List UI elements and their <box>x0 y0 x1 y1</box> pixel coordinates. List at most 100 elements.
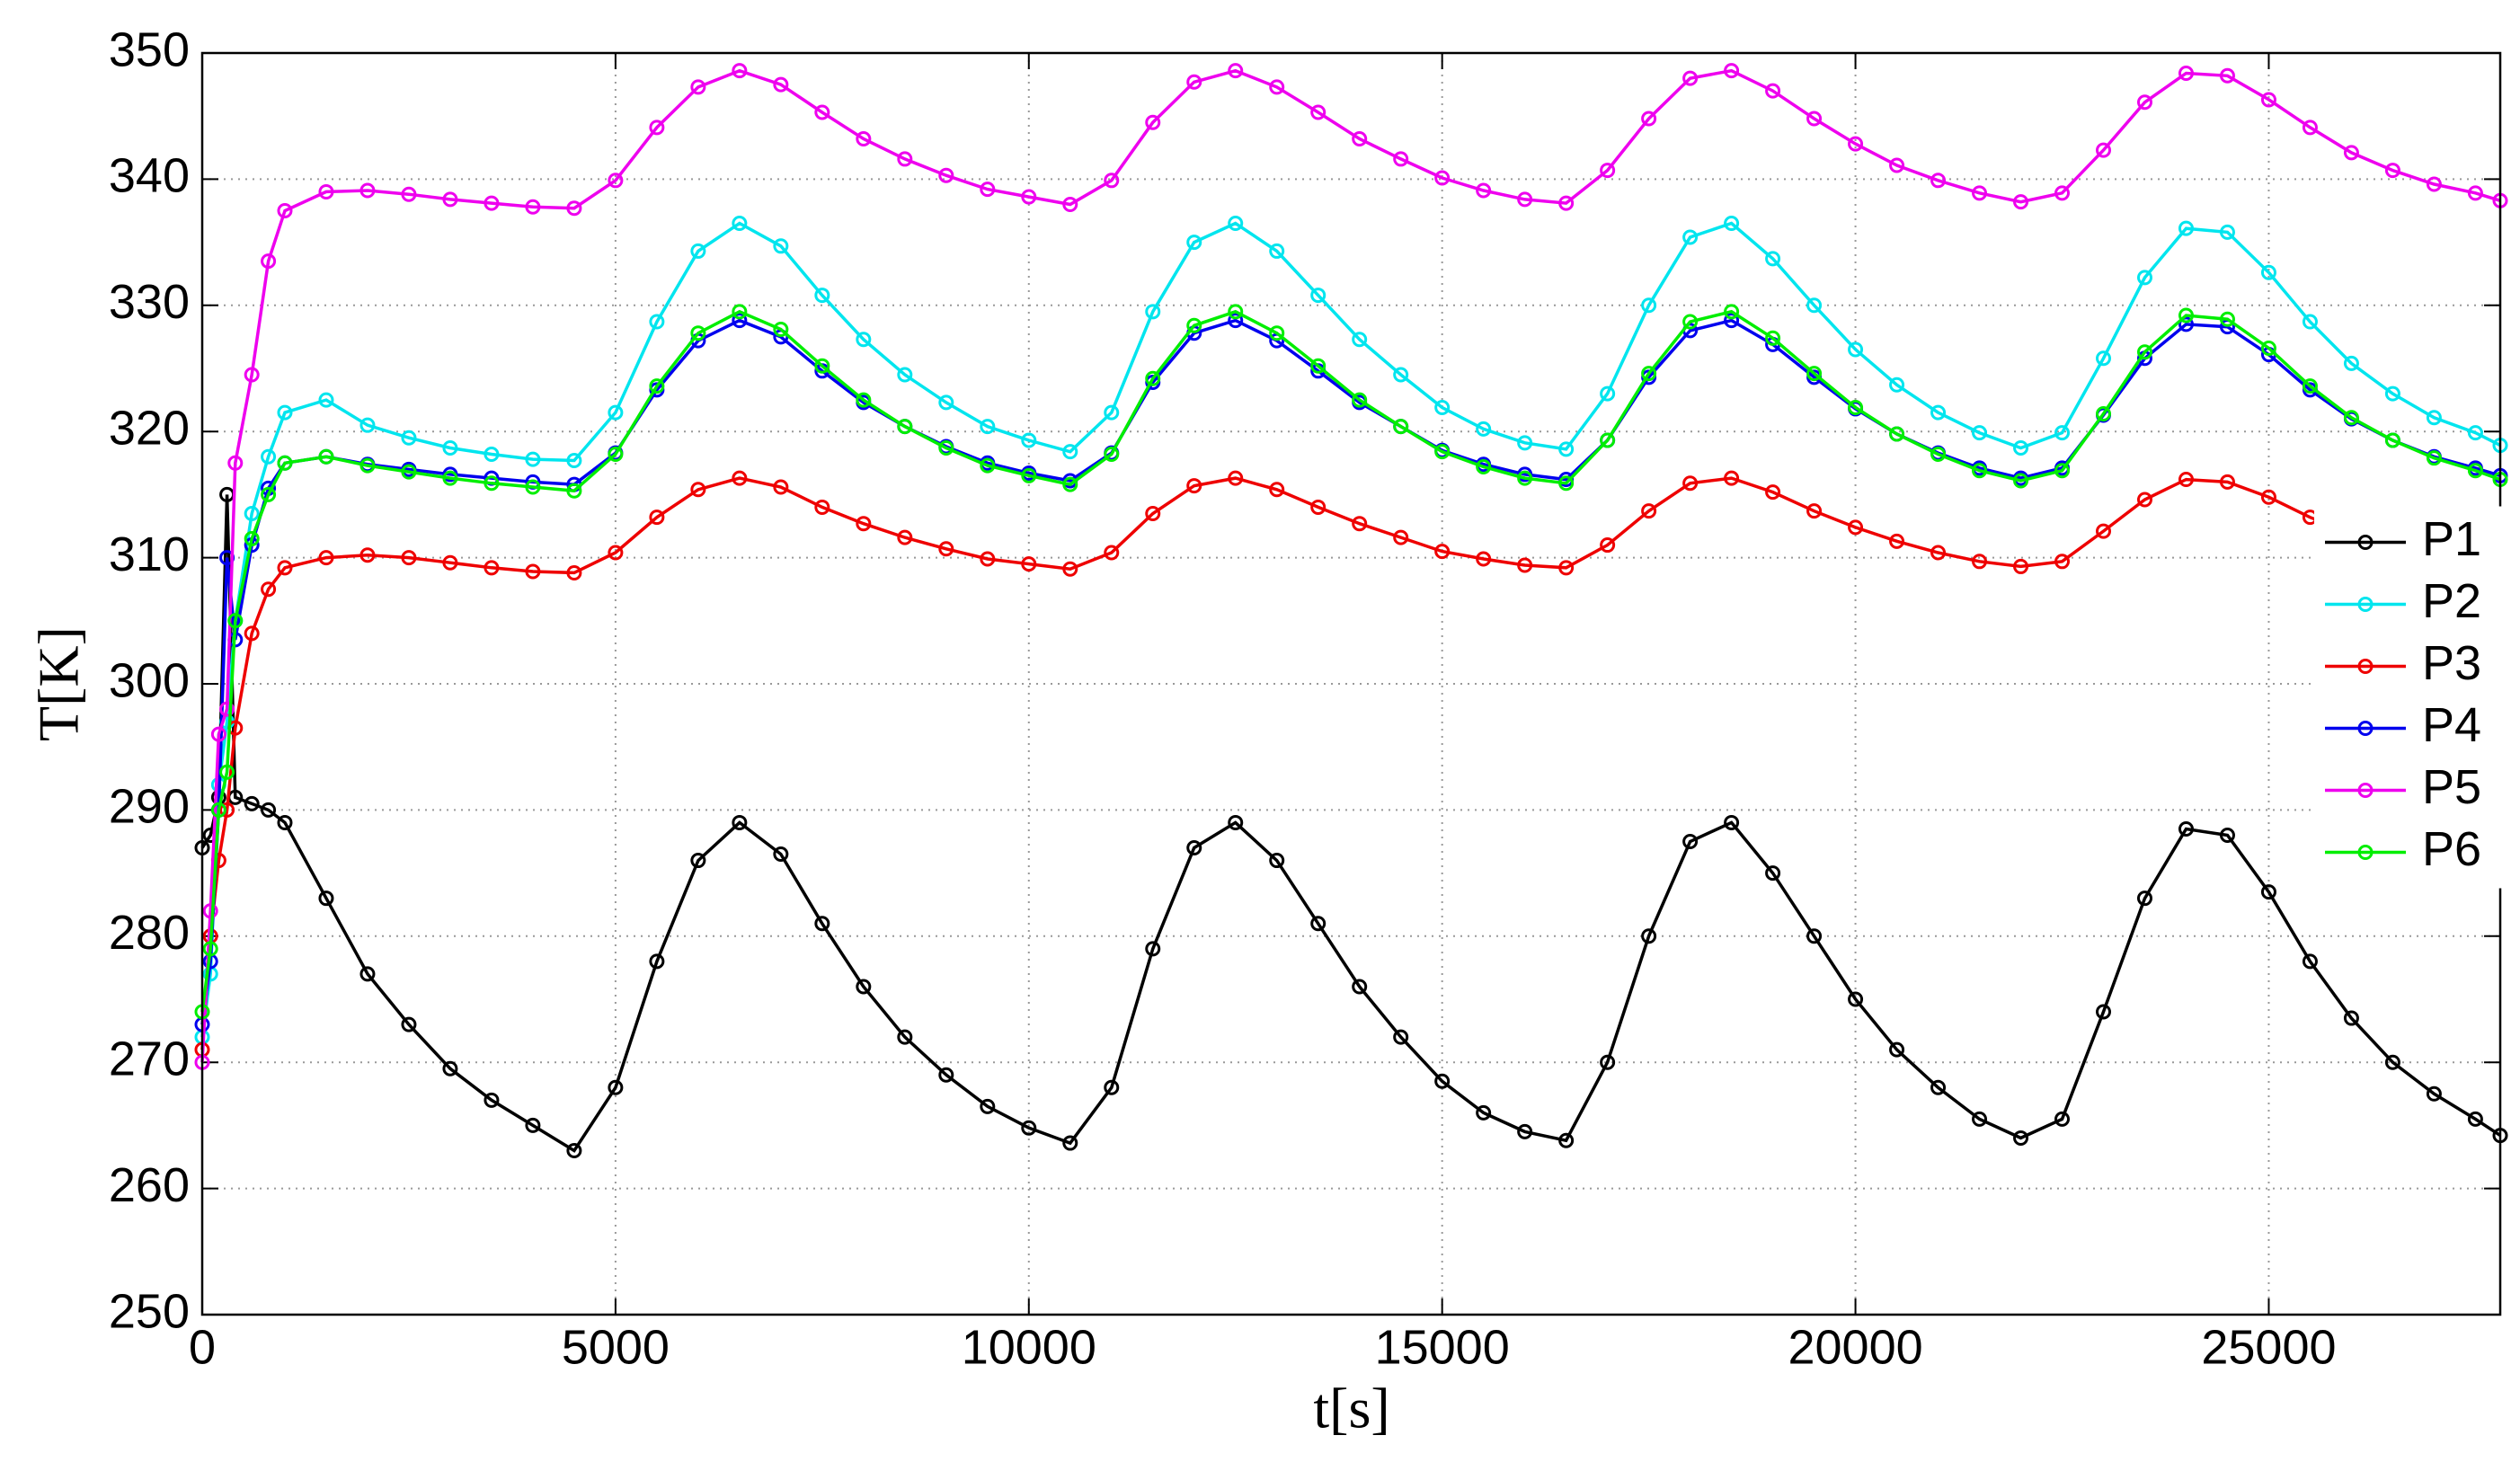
marker <box>690 853 706 869</box>
marker <box>938 439 954 456</box>
marker <box>1310 288 1327 304</box>
marker <box>814 499 830 515</box>
marker <box>1104 173 1120 189</box>
marker <box>525 451 541 467</box>
marker <box>690 325 706 341</box>
marker <box>1765 251 1781 267</box>
marker <box>608 446 624 462</box>
marker <box>1972 425 1988 441</box>
marker <box>608 404 624 421</box>
marker <box>1889 377 1905 393</box>
marker <box>1104 446 1120 462</box>
marker <box>318 550 334 566</box>
marker <box>1682 70 1699 86</box>
x-tick-label: 20000 <box>1788 1320 1922 1374</box>
marker <box>2096 1004 2112 1020</box>
marker <box>1517 435 1533 451</box>
marker <box>732 63 748 79</box>
marker <box>814 104 830 120</box>
marker <box>318 392 334 408</box>
marker <box>359 966 376 982</box>
marker <box>980 457 996 474</box>
marker <box>1352 130 1368 146</box>
marker <box>1434 544 1451 560</box>
y-tick-label: 350 <box>109 22 190 76</box>
marker <box>1765 83 1781 99</box>
marker <box>1104 404 1120 421</box>
marker <box>1600 163 1616 179</box>
marker <box>1062 1135 1078 1151</box>
y-tick-label: 320 <box>109 401 190 455</box>
marker <box>1393 367 1409 383</box>
marker <box>608 173 624 189</box>
marker <box>1558 441 1575 457</box>
marker <box>1641 297 1657 314</box>
marker <box>359 417 376 433</box>
marker <box>401 1016 417 1032</box>
marker <box>1269 325 1285 341</box>
marker <box>2013 558 2029 574</box>
marker <box>219 764 235 780</box>
x-tick-label: 0 <box>189 1320 216 1374</box>
marker <box>1641 503 1657 519</box>
legend-marker <box>2357 659 2374 674</box>
marker <box>1228 313 1244 329</box>
marker <box>649 378 665 394</box>
marker <box>1228 304 1244 320</box>
marker <box>1972 463 1988 479</box>
marker <box>732 313 748 329</box>
marker <box>1724 216 1740 232</box>
marker <box>1682 314 1699 330</box>
x-tick-label: 10000 <box>962 1320 1096 1374</box>
marker <box>2467 1111 2483 1127</box>
marker <box>2013 1130 2029 1146</box>
marker <box>1600 537 1616 554</box>
x-tick-label: 5000 <box>562 1320 670 1374</box>
marker <box>277 203 293 218</box>
marker <box>897 367 913 383</box>
marker <box>1765 484 1781 501</box>
marker <box>277 404 293 421</box>
marker <box>2260 92 2276 108</box>
legend-label: P3 <box>2422 636 2481 690</box>
marker <box>1765 865 1781 882</box>
marker <box>1393 1029 1409 1045</box>
marker <box>814 288 830 304</box>
marker <box>1228 63 1244 79</box>
marker <box>1641 111 1657 127</box>
marker <box>690 243 706 259</box>
x-axis-label: t[s] <box>1313 1377 1389 1440</box>
legend-label: P1 <box>2422 512 2481 566</box>
marker <box>202 903 218 919</box>
y-tick-label: 330 <box>109 275 190 329</box>
marker <box>1145 114 1161 130</box>
marker <box>1806 111 1823 127</box>
marker <box>2219 311 2235 327</box>
marker <box>1021 1120 1037 1136</box>
marker <box>2302 378 2318 394</box>
y-tick-label: 290 <box>109 780 190 834</box>
marker <box>856 516 872 532</box>
marker <box>227 613 244 629</box>
marker <box>525 563 541 580</box>
marker <box>1310 499 1327 515</box>
marker <box>732 814 748 830</box>
marker <box>1806 297 1823 314</box>
marker <box>1352 332 1368 348</box>
marker <box>1228 470 1244 486</box>
marker <box>2260 264 2276 280</box>
marker <box>318 448 334 465</box>
marker <box>2136 492 2152 508</box>
marker <box>484 1092 500 1108</box>
marker <box>219 701 235 717</box>
marker <box>525 199 541 215</box>
marker <box>1228 814 1244 830</box>
marker <box>1269 853 1285 869</box>
marker <box>1228 216 1244 232</box>
marker <box>261 581 277 598</box>
marker <box>2426 410 2442 426</box>
marker <box>2302 120 2318 136</box>
marker <box>2384 385 2400 402</box>
y-tick-label: 340 <box>109 149 190 203</box>
marker <box>2467 463 2483 479</box>
